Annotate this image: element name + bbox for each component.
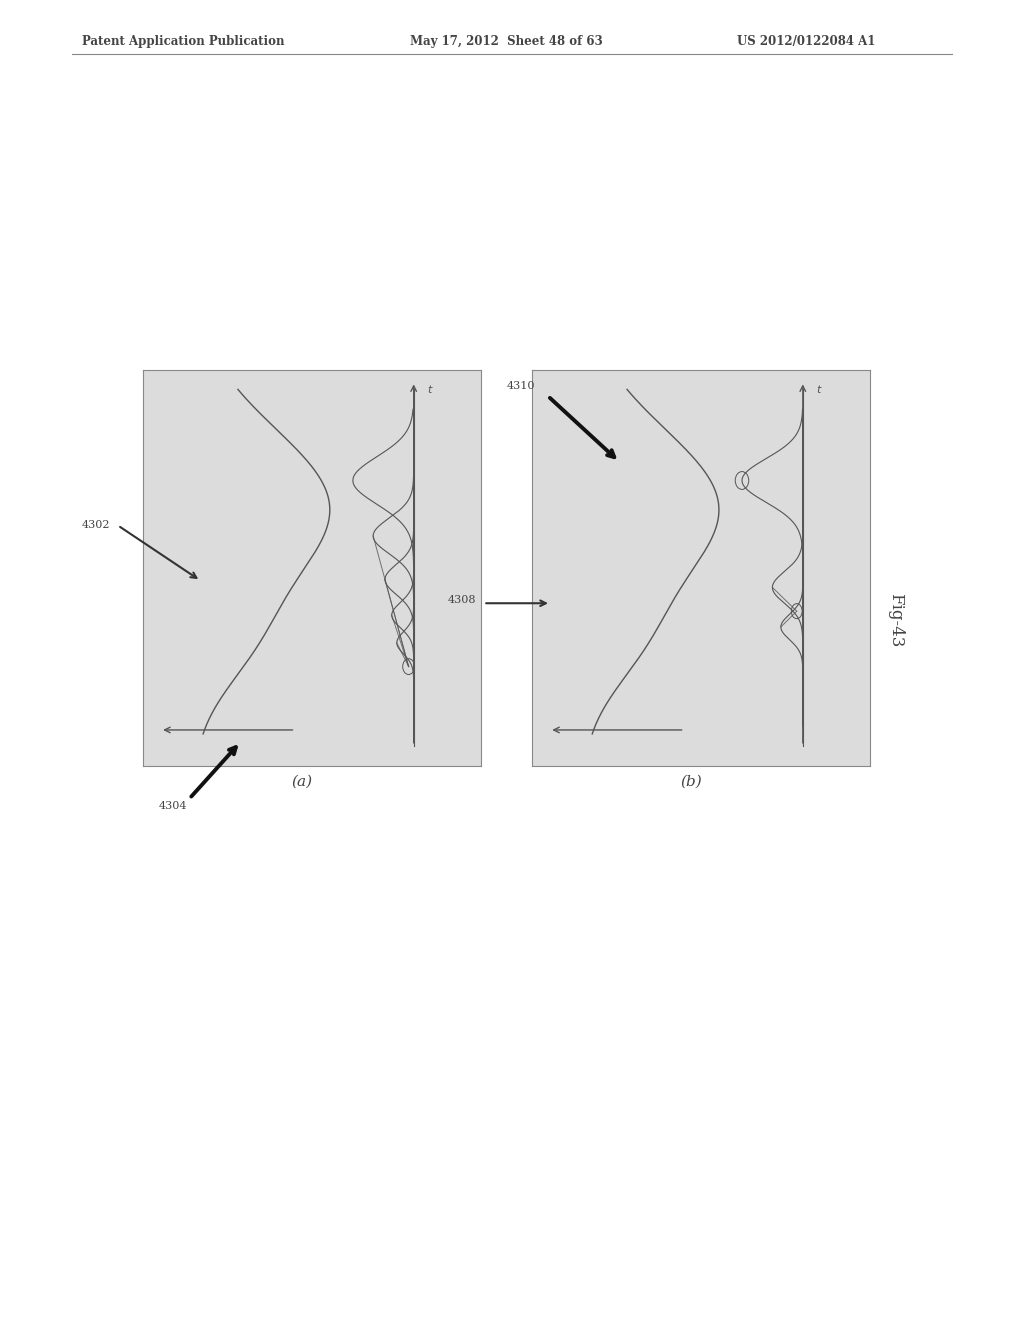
Text: t: t xyxy=(427,385,431,396)
Text: US 2012/0122084 A1: US 2012/0122084 A1 xyxy=(737,34,876,48)
Text: 4304: 4304 xyxy=(159,801,187,812)
Text: Patent Application Publication: Patent Application Publication xyxy=(82,34,285,48)
Text: Fig-43: Fig-43 xyxy=(888,593,904,648)
Text: t: t xyxy=(816,385,820,396)
Text: 4302: 4302 xyxy=(82,520,111,531)
Text: May 17, 2012  Sheet 48 of 63: May 17, 2012 Sheet 48 of 63 xyxy=(410,34,602,48)
Text: (a): (a) xyxy=(292,775,312,789)
Text: 4310: 4310 xyxy=(507,381,536,392)
Text: (b): (b) xyxy=(680,775,702,789)
Text: 4308: 4308 xyxy=(447,595,476,606)
